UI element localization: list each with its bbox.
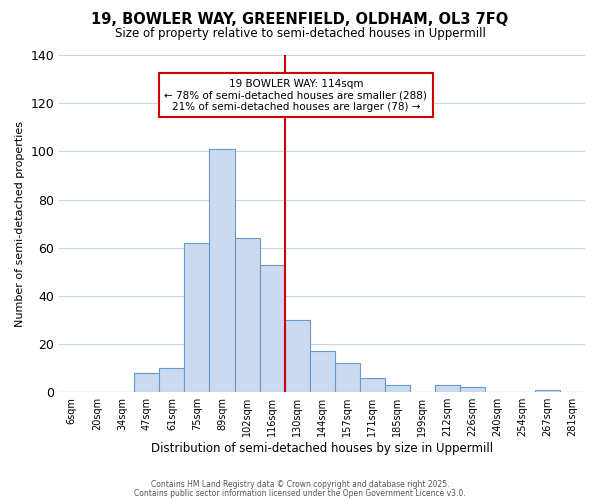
Bar — [535, 390, 560, 392]
Bar — [160, 368, 184, 392]
Bar — [359, 378, 385, 392]
Bar — [310, 352, 335, 392]
Bar — [209, 149, 235, 392]
Bar — [260, 264, 284, 392]
Bar — [385, 385, 410, 392]
Y-axis label: Number of semi-detached properties: Number of semi-detached properties — [15, 120, 25, 326]
Text: 19, BOWLER WAY, GREENFIELD, OLDHAM, OL3 7FQ: 19, BOWLER WAY, GREENFIELD, OLDHAM, OL3 … — [91, 12, 509, 28]
Bar — [284, 320, 310, 392]
Bar — [435, 385, 460, 392]
Bar — [335, 364, 359, 392]
Bar — [235, 238, 260, 392]
Text: Contains public sector information licensed under the Open Government Licence v3: Contains public sector information licen… — [134, 489, 466, 498]
X-axis label: Distribution of semi-detached houses by size in Uppermill: Distribution of semi-detached houses by … — [151, 442, 493, 455]
Text: 19 BOWLER WAY: 114sqm
← 78% of semi-detached houses are smaller (288)
21% of sem: 19 BOWLER WAY: 114sqm ← 78% of semi-deta… — [164, 78, 427, 112]
Bar — [184, 243, 209, 392]
Bar — [460, 388, 485, 392]
Text: Size of property relative to semi-detached houses in Uppermill: Size of property relative to semi-detach… — [115, 28, 485, 40]
Bar — [134, 373, 160, 392]
Text: Contains HM Land Registry data © Crown copyright and database right 2025.: Contains HM Land Registry data © Crown c… — [151, 480, 449, 489]
